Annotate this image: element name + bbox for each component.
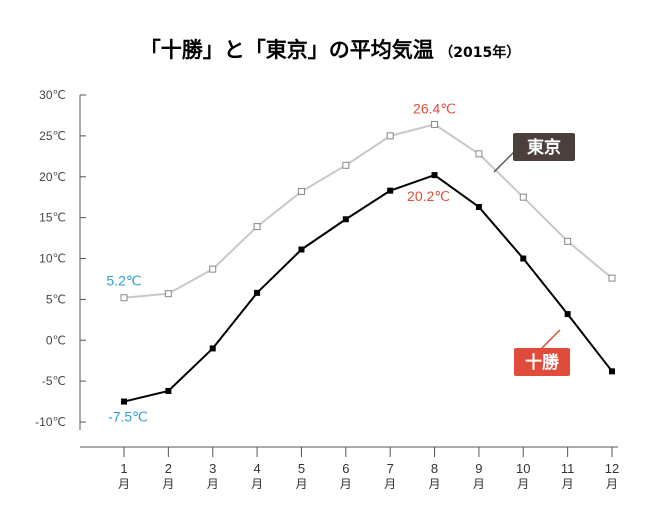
svg-text:「十勝」と「東京」の平均気温 （2015年）: 「十勝」と「東京」の平均気温 （2015年） [140, 38, 521, 62]
data-point [609, 368, 615, 375]
data-point [121, 398, 127, 405]
data-point [254, 289, 261, 296]
title-main: 「十勝」と「東京」の平均気温 [140, 38, 434, 62]
legend-badge [513, 133, 575, 161]
annotations: 26.4℃ 5.2℃ 20.2℃ -7.5℃ [106, 100, 456, 424]
legend-label: 十勝 [525, 352, 560, 373]
data-point [253, 223, 261, 231]
data-point [564, 311, 571, 318]
chart-title: 「十勝」と「東京」の平均気温 （2015年） [140, 38, 521, 62]
y-tick-label: 15℃ [39, 211, 66, 225]
y-tick-label: 5℃ [46, 292, 66, 306]
data-label: -7.5℃ [108, 409, 148, 425]
data-point [298, 246, 305, 253]
data-point [608, 274, 616, 282]
data-point [342, 161, 350, 169]
data-point [519, 193, 527, 201]
x-tick-label: 10 月 [516, 461, 530, 491]
legend-leader-line [493, 149, 517, 173]
y-tick-label: -10℃ [35, 415, 66, 429]
data-point [475, 203, 482, 210]
y-tick-label: -5℃ [42, 374, 66, 388]
data-point [165, 387, 172, 394]
legend-label: 東京 [527, 137, 561, 158]
x-tick-label: 11 月 [561, 461, 575, 491]
data-label: 20.2℃ [407, 188, 450, 204]
axes: 30℃ 25℃ 20℃ 15℃ 10℃ 5℃ 0℃ -5℃ -10℃ 1 月 2 月 3 月 4 月 5 月 6 月 7 月… [35, 88, 619, 491]
data-point [387, 187, 394, 194]
series-line [123, 123, 613, 299]
series-layer [120, 120, 616, 405]
data-point [386, 132, 394, 140]
y-tick-label: 0℃ [46, 333, 66, 347]
data-label: 26.4℃ [413, 100, 456, 116]
data-point [297, 187, 305, 195]
x-tick-label: 12 月 [605, 461, 619, 491]
y-tick-label: 20℃ [39, 170, 66, 184]
title-year: （2015年） [439, 44, 520, 61]
data-point [209, 345, 216, 352]
data-point [431, 172, 438, 179]
legend-badge [514, 348, 570, 376]
data-point [120, 294, 128, 302]
legend-leader-line [539, 329, 561, 351]
data-point [564, 237, 572, 245]
data-point [209, 265, 217, 273]
data-label: 5.2℃ [106, 273, 141, 289]
data-point [431, 120, 439, 128]
data-point [475, 150, 483, 158]
y-tick-label: 25℃ [39, 129, 66, 143]
y-tick-label: 30℃ [39, 88, 66, 102]
data-point [520, 255, 527, 262]
y-tick-label: 10℃ [39, 252, 66, 266]
series-line [123, 174, 613, 403]
data-point [342, 216, 349, 223]
data-point [164, 290, 172, 298]
